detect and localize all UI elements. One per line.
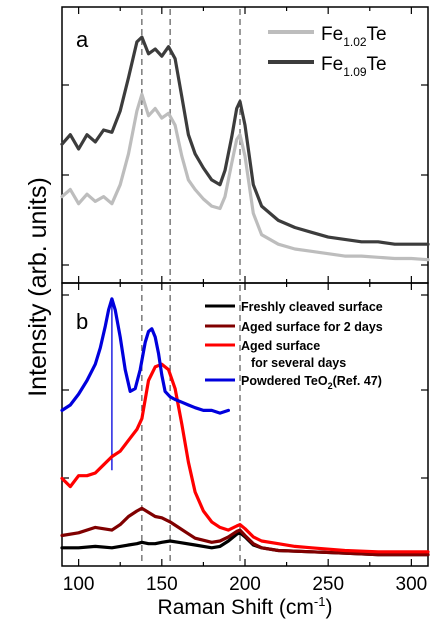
legend-b-label-3: Aged surface bbox=[241, 339, 320, 353]
series-line-panel-b-3 bbox=[60, 297, 230, 415]
legend-b-label-1: Freshly cleaved surface bbox=[241, 300, 383, 314]
legend-b-label-4-suffix: (Ref. 47) bbox=[333, 374, 382, 388]
x-axis-label-main: Raman Shift (cm bbox=[158, 596, 314, 619]
x-axis-label: Raman Shift (cm-1) bbox=[158, 594, 333, 619]
series-line-panel-a-0 bbox=[60, 92, 430, 262]
x-tick-label: 200 bbox=[229, 574, 261, 595]
legend-a-label-1-suffix: Te bbox=[367, 24, 387, 45]
legend-a-label-2-main: Fe bbox=[321, 54, 343, 75]
legend-b-label-4-sub: 2 bbox=[328, 381, 333, 391]
x-tick-label: 300 bbox=[396, 574, 428, 595]
legend-a-label-1-main: Fe bbox=[321, 24, 343, 45]
series-line-panel-b-2 bbox=[60, 362, 430, 554]
y-axis-label: Intensity (arb. units) bbox=[24, 177, 52, 397]
x-tick-label: 100 bbox=[63, 574, 95, 595]
x-axis-label-close: ) bbox=[325, 596, 332, 619]
legend-a-label-2-sub: 1.09 bbox=[343, 65, 367, 79]
series-line-panel-a-1 bbox=[60, 35, 430, 246]
x-axis-label-sup: -1 bbox=[314, 594, 326, 609]
x-tick-label: 150 bbox=[146, 574, 178, 595]
legend-b-label-4-main: Powdered TeO bbox=[241, 374, 328, 388]
panel-label-a: a bbox=[76, 27, 89, 52]
legend-a-label-1-sub: 1.02 bbox=[343, 35, 367, 49]
legend-b-label-4: Powdered TeO2(Ref. 47) bbox=[241, 374, 382, 391]
legend-b-label-2: Aged surface for 2 days bbox=[241, 320, 383, 334]
panel-label-b: b bbox=[76, 309, 88, 334]
legend-b-label-3b: for several days bbox=[251, 356, 346, 370]
series-line-panel-b-1 bbox=[60, 506, 430, 557]
legend-a: Fe1.02Te Fe1.09Te bbox=[268, 24, 387, 79]
legend-a-label-2: Fe1.09Te bbox=[321, 54, 387, 79]
x-tick-label: 250 bbox=[312, 574, 344, 595]
legend-a-label-1: Fe1.02Te bbox=[321, 24, 387, 49]
legend-b: Freshly cleaved surface Aged surface for… bbox=[205, 300, 383, 391]
legend-a-label-2-suffix: Te bbox=[367, 54, 387, 75]
